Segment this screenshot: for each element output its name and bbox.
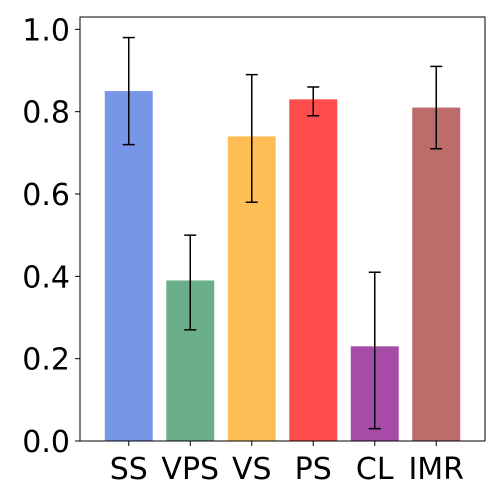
x-tick-label: VS bbox=[232, 452, 272, 487]
y-tick-label: 0.2 bbox=[22, 343, 70, 378]
plot-frame bbox=[79, 16, 486, 442]
x-tick-label: IMR bbox=[408, 452, 464, 487]
y-tick-label: 0.4 bbox=[22, 260, 70, 295]
error-bar-vs bbox=[245, 73, 258, 203]
y-tick-label: 0.8 bbox=[22, 96, 70, 131]
error-bar-vps bbox=[184, 234, 197, 331]
bars-group bbox=[104, 91, 461, 442]
y-tick-label: 1.0 bbox=[22, 13, 70, 48]
y-tick-label: 0.6 bbox=[22, 178, 70, 213]
y-tick-label: 0.0 bbox=[22, 425, 70, 460]
bar-ss bbox=[104, 91, 153, 442]
x-tick-label: PS bbox=[295, 452, 332, 487]
error-bars-group bbox=[122, 36, 443, 430]
error-bar-imr bbox=[430, 65, 443, 150]
x-axis: SS VPS VS PS CL IMR bbox=[110, 441, 464, 487]
x-tick-label: VPS bbox=[161, 452, 219, 487]
bar-ps bbox=[289, 99, 338, 442]
error-bar-cl bbox=[368, 271, 381, 430]
y-axis: 0.0 0.2 0.4 0.6 0.8 1.0 bbox=[22, 13, 80, 460]
x-tick-label: CL bbox=[356, 452, 394, 487]
error-bar-ss bbox=[122, 36, 135, 146]
x-tick-label: SS bbox=[110, 452, 148, 487]
error-bar-ps bbox=[307, 86, 320, 117]
bar-imr bbox=[412, 107, 461, 441]
